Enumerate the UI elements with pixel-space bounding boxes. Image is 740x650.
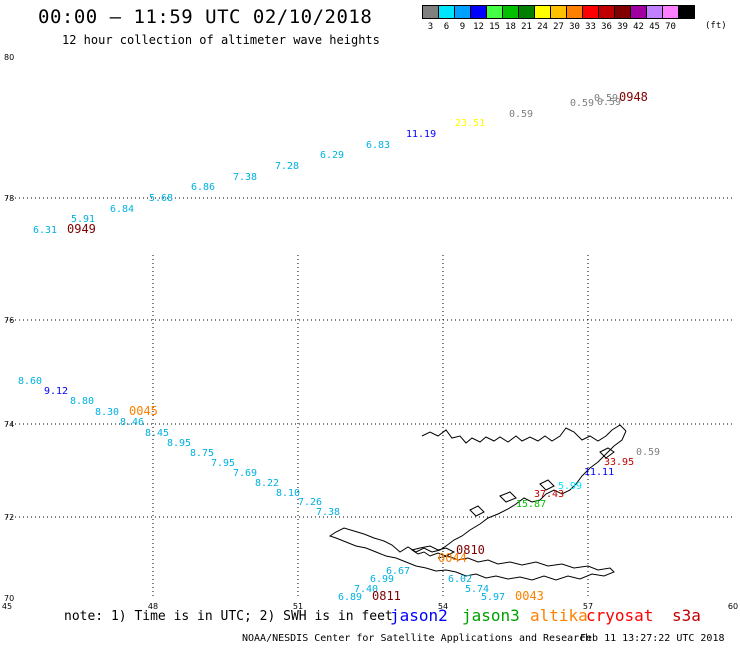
wave-height-label: 8.46 <box>120 417 144 428</box>
wave-height-label: 5.91 <box>71 214 95 225</box>
wave-height-label: 0.59 <box>509 109 533 120</box>
pass-time-label: 0044 <box>438 551 467 565</box>
wave-height-label: 11.11 <box>584 467 614 478</box>
wave-height-label: 8.95 <box>167 438 191 449</box>
footnote: note: 1) Time is in UTC; 2) SWH is in fe… <box>64 609 393 624</box>
wave-height-colorbar: 3 6 9 12 15 18 21 24 27 30 33 36 39 42 45 70 <box>422 5 695 32</box>
generation-timestamp: Feb 11 13:27:22 UTC 2018 <box>580 633 725 644</box>
wave-height-label: 6.29 <box>320 150 344 161</box>
colorbar-label: 36 <box>601 22 612 32</box>
colorbar-label: 18 <box>505 22 516 32</box>
wave-height-label: 0.59 <box>570 98 594 109</box>
colorbar-unit: (ft) <box>705 21 727 31</box>
longitude-label: 60 <box>728 602 738 611</box>
wave-height-label: 7.69 <box>233 468 257 479</box>
colorbar-label: 24 <box>537 22 548 32</box>
colorbar-label: 33 <box>585 22 596 32</box>
observation-labels: 0.59 0.59 09480.590.5923.5111.196.836.297.… <box>18 90 660 603</box>
wave-height-label: 37.43 <box>534 489 564 500</box>
wave-height-label: 7.26 <box>298 497 322 508</box>
wave-height-label: 8.75 <box>190 448 214 459</box>
satellite-jason3: jason3 <box>462 606 520 625</box>
wave-height-label: 8.60 <box>18 376 42 387</box>
pass-time-label: 0045 <box>129 404 158 418</box>
page-title: 00:00 – 11:59 UTC 02/10/2018 <box>38 6 373 28</box>
colorbar-cell: 42 <box>630 5 647 32</box>
colorbar-label: 30 <box>569 22 580 32</box>
wave-height-label: 5.97 <box>481 592 505 603</box>
colorbar-label: 39 <box>617 22 628 32</box>
colorbar-label: 9 <box>459 22 466 32</box>
credit-line: NOAA/NESDIS Center for Satellite Applica… <box>242 633 592 644</box>
satellite-altika: altika <box>530 606 588 625</box>
latitude-label: 76 <box>4 316 14 325</box>
wave-height-label: 6.89 <box>338 592 362 603</box>
satellite-s3a: s3a <box>672 606 701 625</box>
wave-height-label: 8.45 <box>145 428 169 439</box>
latitude-label: 78 <box>4 194 14 203</box>
wave-height-label: 0.59 <box>597 97 621 108</box>
pass-time-label: 0810 <box>456 543 485 557</box>
wave-height-label: 7.28 <box>275 161 299 172</box>
satellite-cryosat: cryosat <box>586 606 654 625</box>
longitude-label: 48 <box>148 602 158 611</box>
pass-time-label: 0948 <box>619 90 648 104</box>
wave-height-label: 8.30 <box>95 407 119 418</box>
longitude-label: 57 <box>583 602 593 611</box>
wave-height-label: 6.31 <box>33 225 57 236</box>
pass-time-label: 0949 <box>67 222 96 236</box>
wave-height-label: 0.59 <box>594 93 618 104</box>
coastline <box>328 424 627 581</box>
wave-height-label: 9.12 <box>44 386 68 397</box>
colorbar-label: 21 <box>521 22 532 32</box>
pass-time-label: 0811 <box>372 589 401 603</box>
wave-height-label: 6.84 <box>110 204 134 215</box>
latitude-label: 72 <box>4 513 14 522</box>
wave-height-label: 8.22 <box>255 478 279 489</box>
longitude-label: 54 <box>438 602 448 611</box>
colorbar-label: 3 <box>427 22 434 32</box>
wave-height-label: 7.38 <box>233 172 257 183</box>
wave-height-label: 5.68 <box>149 193 173 204</box>
colorbar-label: 42 <box>633 22 644 32</box>
wave-height-label: 11.19 <box>406 129 436 140</box>
colorbar-cell: 9 <box>454 5 471 32</box>
colorbar-label: 70 <box>665 22 676 32</box>
colorbar-cell: 18 <box>502 5 519 32</box>
latitude-label: 70 <box>4 594 14 603</box>
wave-height-label: 7.95 <box>211 458 235 469</box>
wave-height-label: 6.83 <box>366 140 390 151</box>
colorbar-cell <box>678 5 695 19</box>
wave-height-label: 0.59 <box>636 447 660 458</box>
wave-height-label: 6.67 <box>386 566 410 577</box>
wave-height-label: 5.74 <box>465 584 489 595</box>
colorbar-label: 12 <box>473 22 484 32</box>
longitude-label: 45 <box>2 602 12 611</box>
latitude-label: 80 <box>4 53 14 62</box>
colorbar-label: 27 <box>553 22 564 32</box>
wave-height-label: 7.38 <box>316 507 340 518</box>
wave-height-label: 15.87 <box>516 499 546 510</box>
wave-height-label: 8.80 <box>70 396 94 407</box>
page-subtitle: 12 hour collection of altimeter wave hei… <box>62 33 380 47</box>
wave-height-label: 33.95 <box>604 457 634 468</box>
wave-height-label: 8.10 <box>276 488 300 499</box>
wave-height-label: 6.99 <box>370 574 394 585</box>
colorbar-label: 45 <box>649 22 660 32</box>
satellite-jason2: jason2 <box>390 606 448 625</box>
wave-height-label: 6.86 <box>191 182 215 193</box>
pass-time-label: 0043 <box>515 589 544 603</box>
longitude-label: 51 <box>293 602 303 611</box>
colorbar-label: 6 <box>443 22 450 32</box>
wave-height-label: 6.02 <box>448 574 472 585</box>
wave-height-label: 23.51 <box>455 118 485 129</box>
wave-height-label: 5.99 <box>558 481 582 492</box>
latitude-label: 74 <box>4 420 14 429</box>
colorbar-label: 15 <box>489 22 500 32</box>
wave-height-label: 7.40 <box>354 584 378 595</box>
